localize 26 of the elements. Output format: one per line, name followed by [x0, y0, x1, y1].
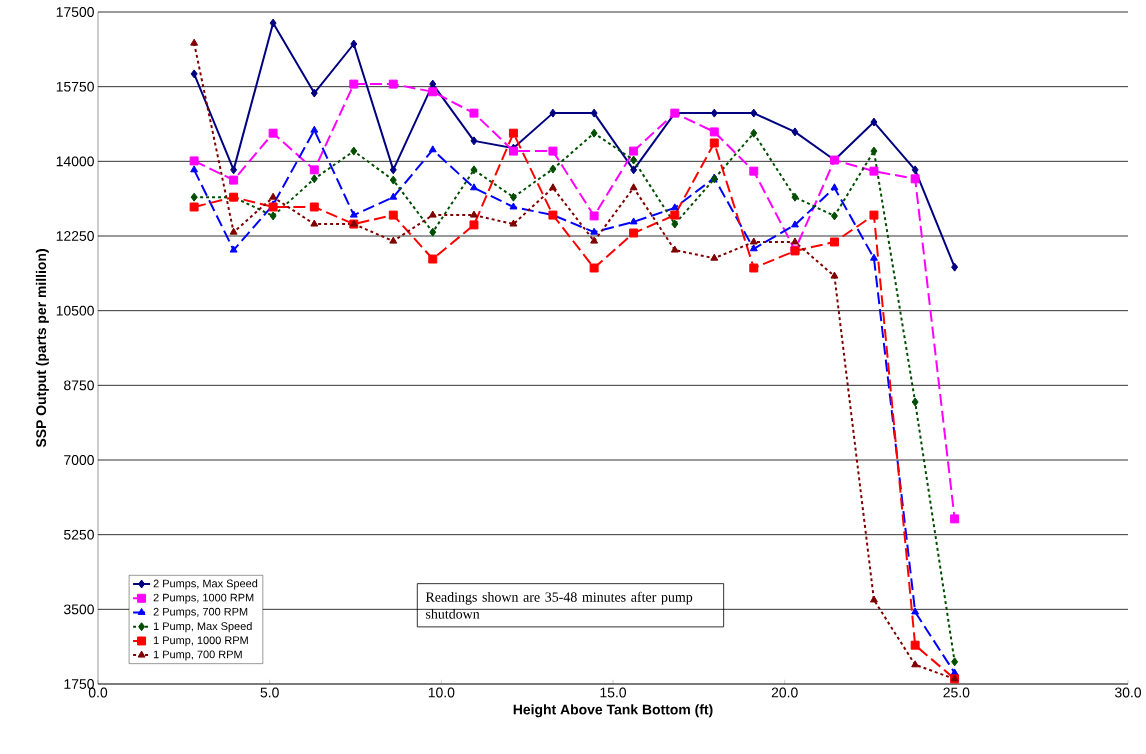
y-tick-label: 15750	[56, 81, 94, 92]
annotation: Readings shown are 35-48 minutes after pump shutdown	[425, 591, 693, 619]
y-tick-label: 12250	[56, 231, 94, 241]
y-tick-label: 7000	[64, 455, 94, 465]
y-tick-label: 3500	[63, 604, 94, 615]
legend-label: 1 Pump, 700 RPM	[153, 650, 242, 661]
y-tick-label: 5250	[64, 529, 94, 540]
legend-label: 1 Pump, 1000 RPM	[153, 636, 248, 647]
x-tick-label: 15.0	[600, 687, 627, 698]
x-axis-title: Height Above Tank Bottom (ft)	[513, 704, 713, 718]
x-tick-label: 30.0	[1114, 687, 1142, 698]
y-tick-label: 14000	[56, 156, 94, 167]
legend-label: 2 Pumps, Max Speed	[153, 579, 258, 590]
legend-label: 2 Pumps, 1000 RPM	[153, 593, 254, 604]
x-tick-label: 10.0	[428, 687, 455, 698]
y-axis-title: SSP Output (parts per million)	[35, 249, 49, 448]
y-tick-label: 8750	[64, 380, 94, 391]
x-tick-label: 20.0	[771, 687, 798, 698]
x-tick-label: 5.0	[260, 687, 279, 698]
x-tick-label: 25.0	[943, 687, 970, 698]
y-tick-label: 17500	[56, 7, 94, 17]
legend-label: 2 Pumps, 700 RPM	[153, 607, 248, 618]
y-tick-label: 1750	[64, 679, 94, 689]
y-tick-label: 10500	[56, 305, 94, 316]
x-tick-label: 0.0	[88, 687, 108, 698]
legend-label: 1 Pump, Max Speed	[153, 621, 252, 633]
